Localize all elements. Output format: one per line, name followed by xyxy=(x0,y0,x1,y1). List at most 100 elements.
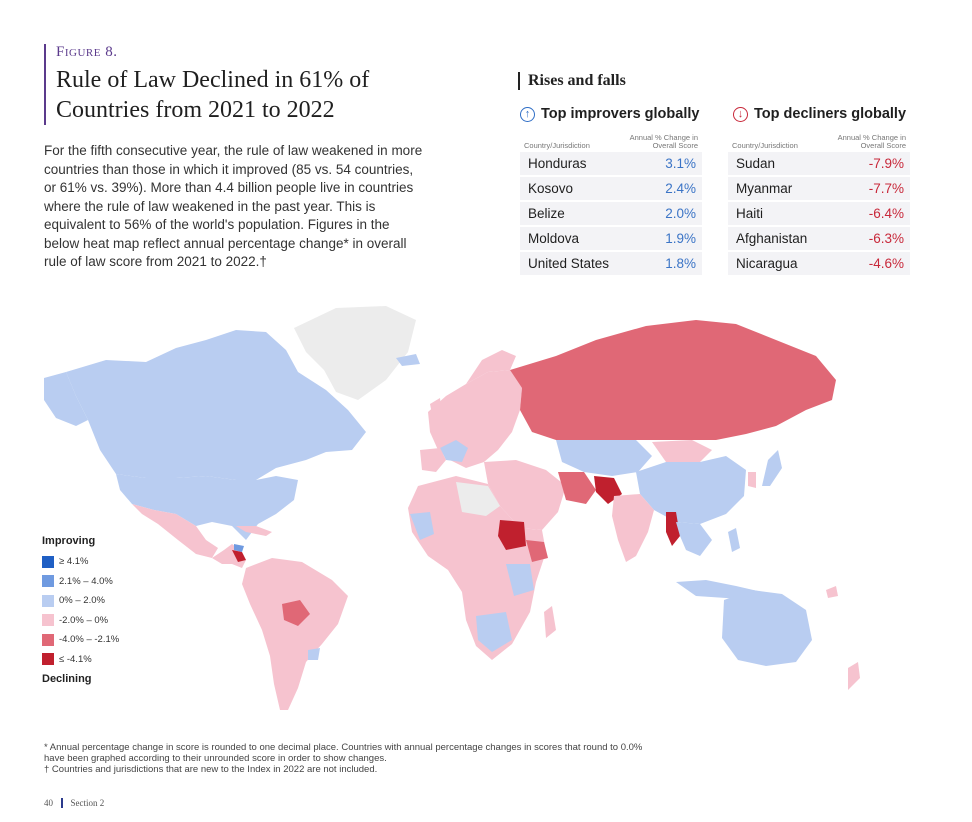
footer-divider xyxy=(61,798,63,808)
row-value: 2.4% xyxy=(665,181,696,196)
region-myanmar xyxy=(666,512,680,546)
footnote-1: * Annual percentage change in score is r… xyxy=(44,742,643,764)
legend-swatch xyxy=(42,594,54,607)
region-middle-east xyxy=(484,460,566,530)
legend-label: ≤ -4.1% xyxy=(59,653,92,665)
title-line-1: Rule of Law Declined in 61% of xyxy=(56,67,370,93)
region-china xyxy=(636,456,746,524)
legend-swatch xyxy=(42,555,54,568)
legend-label: ≥ 4.1% xyxy=(59,556,89,568)
decliners-table-header: Country/Jurisdiction Annual % Change in … xyxy=(728,130,910,151)
region-scandinavia xyxy=(466,350,516,384)
table-row: Sudan -7.9% xyxy=(728,152,910,175)
legend-swatch xyxy=(42,653,54,666)
region-west-africa-blue xyxy=(410,512,434,540)
row-value: -4.6% xyxy=(868,256,904,271)
region-southern-africa-blue xyxy=(476,612,512,652)
table-row: Belize 2.0% xyxy=(520,202,702,225)
region-nicaragua xyxy=(232,550,246,562)
table-row: Myanmar -7.7% xyxy=(728,177,910,200)
row-country: Honduras xyxy=(528,156,587,171)
legend-swatch xyxy=(42,614,54,627)
row-country: Moldova xyxy=(528,231,580,246)
region-caribbean xyxy=(236,526,272,536)
footnote-2: † Countries and jurisdictions that are n… xyxy=(44,764,378,775)
improvers-heading: ↑ Top improvers globally xyxy=(520,106,699,122)
region-central-asia xyxy=(556,440,652,476)
legend-label: -2.0% – 0% xyxy=(59,614,109,626)
legend-label: 0% – 2.0% xyxy=(59,595,105,607)
region-north-africa-nodata xyxy=(456,482,500,516)
table-row: Nicaragua -4.6% xyxy=(728,252,910,275)
row-country: Afghanistan xyxy=(736,231,808,246)
legend-bottom-label: Declining xyxy=(42,673,92,685)
row-country: United States xyxy=(528,256,610,271)
row-value: -7.9% xyxy=(868,156,904,171)
region-canada xyxy=(66,330,366,480)
figure-title-block: Figure 8. Rule of Law Declined in 61% of… xyxy=(44,44,436,125)
region-philippines xyxy=(728,528,740,552)
legend-item: -4.0% – -2.1% xyxy=(42,630,119,650)
region-pacific-islands xyxy=(826,586,838,598)
region-japan xyxy=(762,450,782,486)
table-row: Kosovo 2.4% xyxy=(520,177,702,200)
region-se-asia xyxy=(676,522,712,556)
row-country: Haiti xyxy=(736,206,764,221)
row-country: Myanmar xyxy=(736,181,793,196)
row-value: 3.1% xyxy=(665,156,696,171)
table-row: United States 1.8% xyxy=(520,252,702,275)
region-iceland xyxy=(396,354,420,366)
region-russia xyxy=(510,320,836,440)
decliners-heading-label: Top decliners globally xyxy=(754,106,907,122)
region-ethiopia xyxy=(526,540,548,562)
region-honduras xyxy=(234,544,244,552)
intro-paragraph: For the fifth consecutive year, the rule… xyxy=(44,143,423,269)
legend-label: -4.0% – -2.1% xyxy=(59,634,120,646)
region-uruguay xyxy=(308,648,320,660)
world-heat-map xyxy=(44,306,860,710)
legend-swatch xyxy=(42,633,54,646)
region-east-africa-blue xyxy=(506,564,534,596)
title-line-2: Countries from 2021 to 2022 xyxy=(56,97,335,123)
legend-swatch xyxy=(42,575,54,588)
improvers-heading-label: Top improvers globally xyxy=(541,106,700,122)
table-row: Moldova 1.9% xyxy=(520,227,702,250)
legend-item: ≥ 4.1% xyxy=(42,552,119,572)
legend-label: 2.1% – 4.0% xyxy=(59,575,113,587)
legend-item: 2.1% – 4.0% xyxy=(42,572,119,592)
row-value: 2.0% xyxy=(665,206,696,221)
legend-item: ≤ -4.1% xyxy=(42,650,119,670)
region-new-zealand xyxy=(848,662,860,690)
improvers-table: Country/Jurisdiction Annual % Change in … xyxy=(520,130,702,275)
page-title: Rule of Law Declined in 61% of Countries… xyxy=(56,65,436,125)
region-eu-blue xyxy=(440,440,468,462)
region-usa xyxy=(116,474,298,540)
region-australia xyxy=(722,590,812,666)
row-country: Nicaragua xyxy=(736,256,798,271)
page-footer: 40 Section 2 xyxy=(44,798,104,808)
page-number: 40 xyxy=(44,798,53,808)
region-south-america xyxy=(242,558,348,710)
col-change: Annual % Change in Overall Score xyxy=(629,133,698,150)
region-iberia xyxy=(420,448,446,472)
row-value: 1.9% xyxy=(665,231,696,246)
table-row: Honduras 3.1% xyxy=(520,152,702,175)
footnotes: * Annual percentage change in score is r… xyxy=(44,742,664,775)
region-sudan xyxy=(498,520,526,550)
arrow-down-circle-icon: ↓ xyxy=(733,106,748,122)
region-greenland xyxy=(294,306,416,400)
col-change: Annual % Change in Overall Score xyxy=(837,133,906,150)
region-madagascar xyxy=(544,606,556,638)
region-mexico xyxy=(132,504,218,558)
region-iran xyxy=(558,472,596,504)
rises-falls-title: Rises and falls xyxy=(518,72,626,90)
row-value: 1.8% xyxy=(665,256,696,271)
map-legend: Improving ≥ 4.1% 2.1% – 4.0% 0% – 2.0% -… xyxy=(42,535,119,685)
decliners-heading: ↓ Top decliners globally xyxy=(733,106,906,122)
improvers-table-header: Country/Jurisdiction Annual % Change in … xyxy=(520,130,702,151)
legend-item: 0% – 2.0% xyxy=(42,591,119,611)
row-country: Sudan xyxy=(736,156,776,171)
region-bolivia xyxy=(282,600,310,626)
legend-top-label: Improving xyxy=(42,535,96,547)
row-value: -7.7% xyxy=(868,181,904,196)
